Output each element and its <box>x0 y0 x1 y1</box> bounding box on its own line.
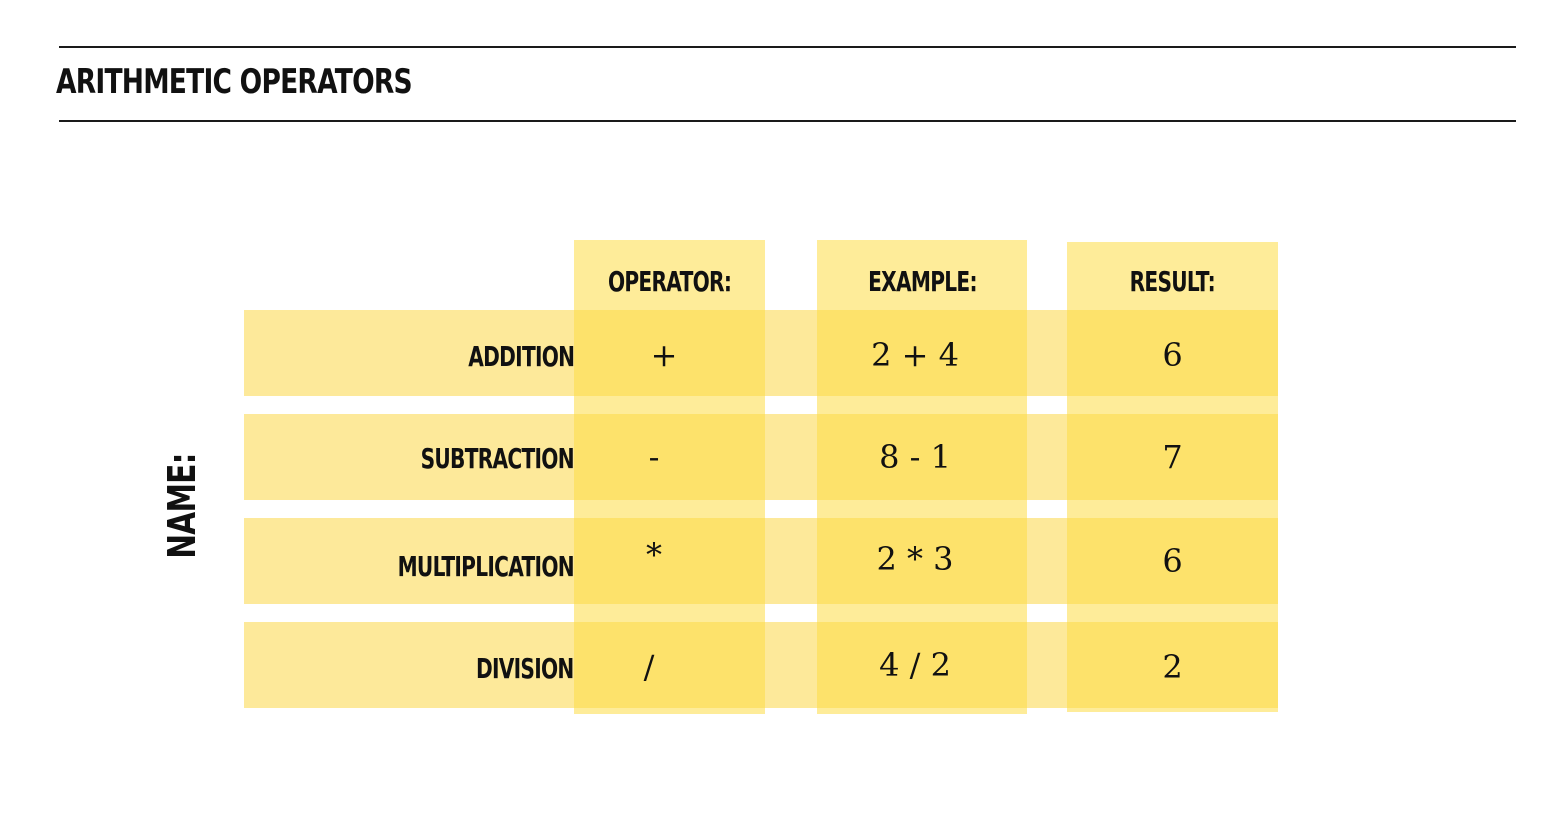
name-axis-label: NAME: <box>160 453 204 559</box>
cell-operator-addition: + <box>650 336 678 374</box>
page-title: ARITHMETIC OPERATORS <box>56 62 413 102</box>
bottom-divider <box>59 120 1516 122</box>
cell-operator-subtraction: - <box>648 438 660 476</box>
cell-example-addition: 2 + 4 <box>871 336 959 374</box>
row-name-division: DIVISION <box>476 652 574 685</box>
column-band-result <box>1067 242 1278 712</box>
top-divider <box>59 46 1516 48</box>
row-name-addition: ADDITION <box>467 340 575 373</box>
column-band-example <box>817 240 1027 714</box>
cell-result-multiplication: 6 <box>1162 542 1183 580</box>
cell-operator-division: / <box>643 648 655 686</box>
column-band-operator <box>574 240 765 714</box>
cell-result-division: 2 <box>1162 648 1183 686</box>
cell-example-multiplication: 2 * 3 <box>876 540 954 578</box>
cell-example-division: 4 / 2 <box>879 646 951 684</box>
row-name-multiplication: MULTIPLICATION <box>397 550 575 583</box>
header-operator: OPERATOR: <box>607 265 732 298</box>
cell-result-addition: 6 <box>1162 336 1183 374</box>
cell-example-subtraction: 8 - 1 <box>879 438 951 476</box>
row-name-subtraction: SUBTRACTION <box>420 442 575 475</box>
header-example: EXAMPLE: <box>867 265 977 298</box>
header-result: RESULT: <box>1129 265 1216 298</box>
cell-operator-multiplication: * <box>646 536 662 574</box>
cell-result-subtraction: 7 <box>1162 438 1183 476</box>
